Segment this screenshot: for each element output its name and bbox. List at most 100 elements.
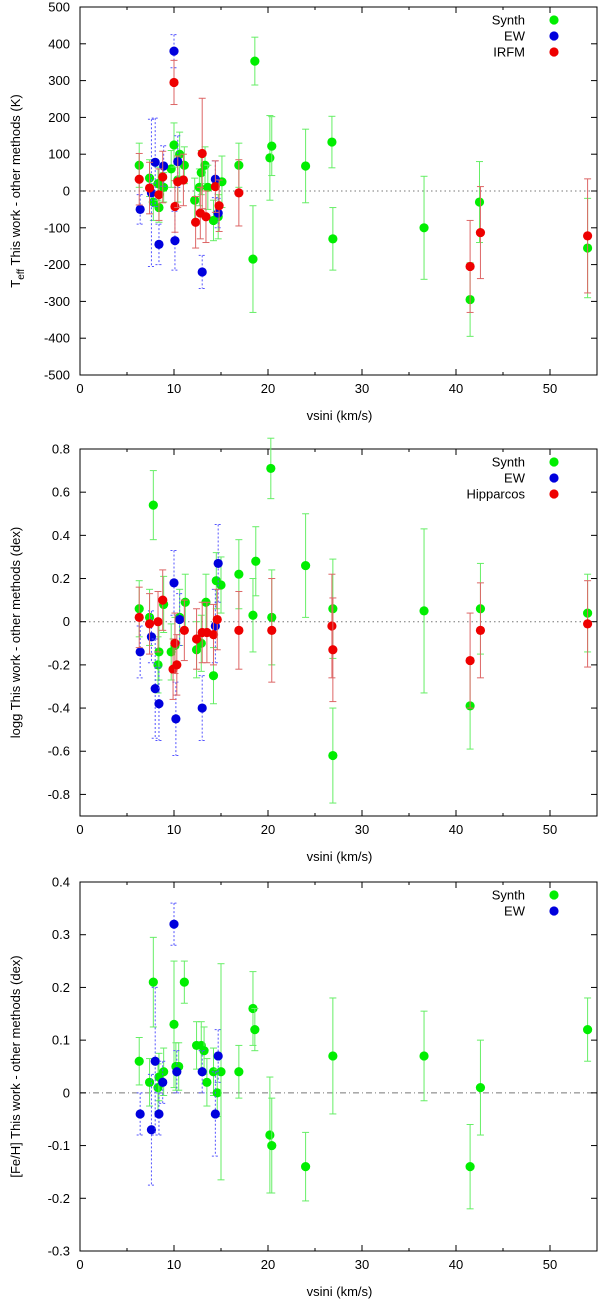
y-tick-label: 0.2 <box>52 571 70 586</box>
data-point <box>170 236 180 246</box>
y-axis-label-subscript: eff <box>16 269 27 280</box>
data-point <box>419 606 429 616</box>
legend-label-ew: EW <box>504 29 526 44</box>
data-point <box>191 217 201 227</box>
y-tick-label: -0.2 <box>48 1191 70 1206</box>
data-point <box>250 1025 260 1035</box>
series-synth <box>134 936 593 1210</box>
data-point <box>216 1067 226 1077</box>
data-point <box>266 463 276 474</box>
data-point <box>267 141 277 151</box>
series-ew <box>135 902 223 1186</box>
series-hipparcos <box>134 569 593 709</box>
data-point <box>234 625 244 635</box>
y-tick-label: -500 <box>44 368 70 383</box>
y-tick-label: 0.8 <box>52 442 70 457</box>
data-point <box>144 183 155 193</box>
data-point <box>134 1056 144 1066</box>
data-point <box>475 1082 486 1093</box>
legend-label-synth: Synth <box>492 888 525 903</box>
y-tick-label: 300 <box>48 73 70 88</box>
data-point <box>419 1051 429 1061</box>
data-point <box>212 1088 222 1098</box>
data-point <box>267 1140 277 1151</box>
data-point <box>179 625 189 635</box>
y-tick-label: -200 <box>44 257 70 272</box>
x-tick-label: 40 <box>449 822 463 837</box>
plot-frame <box>79 881 598 1252</box>
data-point <box>208 671 219 681</box>
data-point <box>327 137 337 147</box>
data-point <box>197 267 207 277</box>
data-point <box>328 234 338 244</box>
data-point <box>197 148 207 159</box>
x-axis-label: vsini (km/s) <box>307 849 373 864</box>
data-point <box>213 1051 223 1061</box>
y-tick-label: 0.4 <box>52 528 70 543</box>
data-point <box>146 1125 157 1135</box>
data-point <box>197 703 207 713</box>
data-point <box>419 223 429 233</box>
data-point <box>210 181 220 192</box>
y-tick-label: -0.3 <box>48 1244 70 1259</box>
data-point <box>170 638 180 648</box>
data-point <box>169 1019 179 1029</box>
y-tick-label: -100 <box>44 220 70 235</box>
data-point <box>203 182 213 192</box>
data-point <box>144 619 155 629</box>
x-tick-label: 30 <box>355 381 369 396</box>
data-point <box>234 188 244 198</box>
chart-teff: 0 10 20 30 40 50 -500 -400 -300 -200 -100 0 100 200 30… <box>8 0 598 423</box>
x-tick-label: 40 <box>449 1257 463 1272</box>
data-point <box>154 1109 164 1119</box>
data-point <box>148 977 158 987</box>
legend-label-ew: EW <box>504 904 526 919</box>
data-point <box>159 161 169 171</box>
legend-marker-synth <box>549 457 559 467</box>
data-point <box>144 1077 155 1087</box>
x-tick-label: 10 <box>167 381 181 396</box>
data-point <box>146 632 157 642</box>
y-tick-label: -400 <box>44 331 70 346</box>
data-point <box>248 254 258 264</box>
y-tick-label: 0.4 <box>52 875 70 890</box>
data-point <box>196 168 206 178</box>
data-point <box>475 227 486 238</box>
data-point <box>171 714 181 724</box>
data-point <box>159 1067 169 1077</box>
data-point <box>150 1056 160 1066</box>
data-point <box>465 261 475 272</box>
y-tick-label: 0 <box>63 1085 70 1100</box>
data-point <box>180 597 190 607</box>
data-point <box>234 1067 244 1077</box>
x-axis-label: vsini (km/s) <box>307 1284 373 1299</box>
data-point <box>301 1162 311 1172</box>
y-tick-label: 0.1 <box>52 1033 70 1048</box>
x-tick-label: 20 <box>261 381 275 396</box>
legend-label-ew: EW <box>504 471 526 486</box>
x-tick-label: 40 <box>449 381 463 396</box>
data-point <box>178 175 188 185</box>
y-tick-label: 500 <box>48 0 70 15</box>
data-point <box>150 684 160 694</box>
data-point <box>216 580 226 590</box>
data-point <box>328 1051 338 1061</box>
data-point <box>169 140 179 150</box>
x-tick-label: 30 <box>355 822 369 837</box>
data-point <box>301 560 311 571</box>
data-point <box>154 190 164 200</box>
y-tick-label: -0.2 <box>48 657 70 672</box>
y-tick-label: 0 <box>63 184 70 199</box>
data-point <box>208 630 219 640</box>
series-synth <box>134 36 593 337</box>
x-tick-label: 10 <box>167 1257 181 1272</box>
y-tick-label: -300 <box>44 294 70 309</box>
data-point <box>210 1109 220 1119</box>
data-point <box>154 699 164 709</box>
y-tick-label: -0.8 <box>48 787 70 802</box>
legend-label-synth: Synth <box>492 455 525 470</box>
x-tick-label: 50 <box>543 381 557 396</box>
plot-frame <box>79 448 598 817</box>
legend-marker-synth <box>549 890 559 900</box>
